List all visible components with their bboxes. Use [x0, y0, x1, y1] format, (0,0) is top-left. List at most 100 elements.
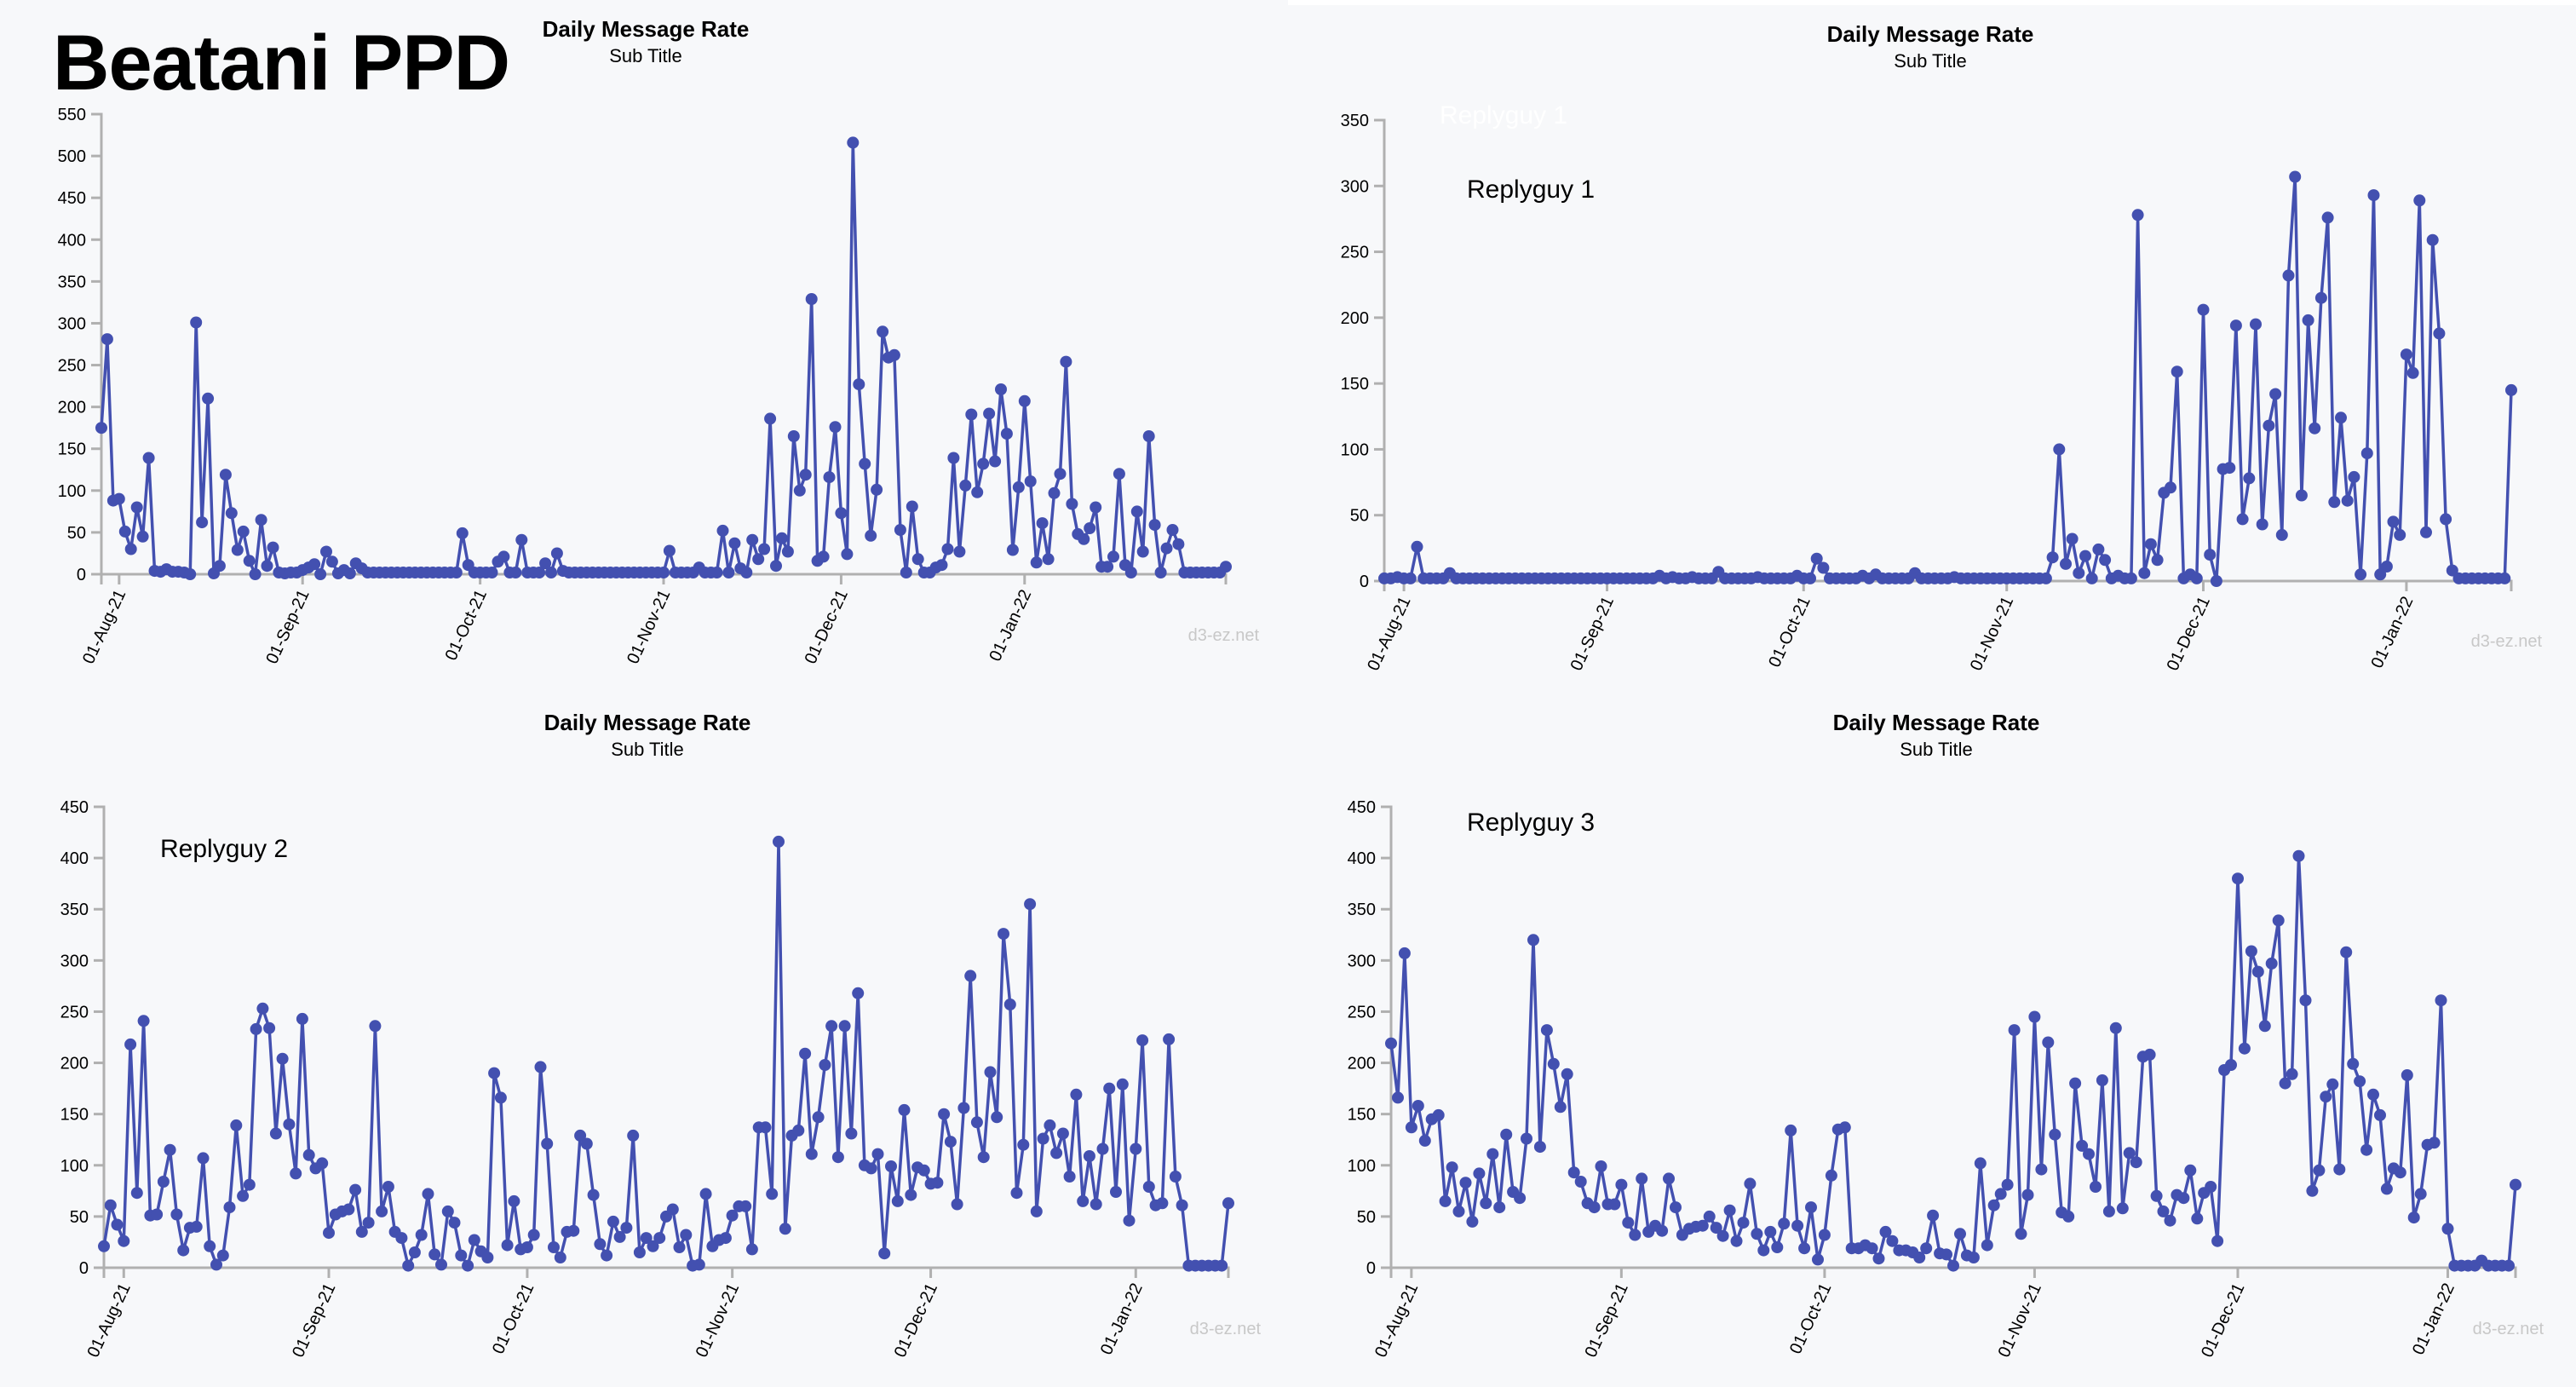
data-point[interactable] — [1514, 1192, 1527, 1205]
data-point[interactable] — [2053, 443, 2066, 456]
data-point[interactable] — [871, 1148, 884, 1160]
data-point[interactable] — [362, 1217, 375, 1229]
data-point[interactable] — [2498, 572, 2511, 584]
data-point[interactable] — [1703, 1210, 1716, 1223]
data-point[interactable] — [494, 1091, 507, 1104]
data-point[interactable] — [1981, 1239, 1993, 1252]
data-point[interactable] — [509, 567, 522, 578]
data-point[interactable] — [308, 558, 321, 571]
data-point[interactable] — [2400, 348, 2412, 361]
data-point[interactable] — [290, 1167, 302, 1180]
data-point[interactable] — [1036, 517, 1049, 530]
data-point[interactable] — [1974, 1157, 1987, 1170]
data-point[interactable] — [1838, 1121, 1851, 1134]
data-point[interactable] — [2510, 1178, 2521, 1191]
data-point[interactable] — [136, 530, 149, 543]
data-point[interactable] — [2150, 1189, 2163, 1202]
data-point[interactable] — [1710, 1222, 1722, 1234]
data-point[interactable] — [1083, 1150, 1095, 1162]
data-point[interactable] — [462, 1259, 474, 1272]
data-point[interactable] — [1412, 1100, 1424, 1112]
data-point[interactable] — [320, 545, 332, 558]
data-point[interactable] — [2060, 557, 2072, 570]
data-point[interactable] — [1554, 1101, 1567, 1114]
data-point[interactable] — [673, 1241, 686, 1253]
data-point[interactable] — [2125, 572, 2137, 584]
data-point[interactable] — [740, 567, 753, 578]
data-point[interactable] — [2263, 419, 2275, 432]
data-point[interactable] — [2387, 515, 2400, 528]
data-point[interactable] — [953, 545, 966, 558]
data-point[interactable] — [2347, 1057, 2360, 1070]
data-point[interactable] — [2236, 513, 2249, 526]
data-point[interactable] — [1466, 1215, 1479, 1228]
data-point[interactable] — [1130, 505, 1143, 518]
data-point[interactable] — [1825, 1169, 1837, 1182]
data-point[interactable] — [1805, 1201, 1817, 1214]
data-point[interactable] — [533, 567, 546, 578]
data-point[interactable] — [1078, 532, 1090, 545]
data-point[interactable] — [1452, 1205, 1465, 1217]
data-point[interactable] — [1216, 1259, 1228, 1272]
data-point[interactable] — [607, 1215, 619, 1228]
data-point[interactable] — [1066, 498, 1078, 510]
data-point[interactable] — [1947, 1259, 1959, 1272]
data-point[interactable] — [2151, 554, 2164, 567]
data-point[interactable] — [853, 378, 865, 391]
data-point[interactable] — [450, 567, 463, 578]
data-point[interactable] — [1018, 394, 1031, 407]
data-point[interactable] — [1404, 572, 1417, 584]
data-point[interactable] — [2289, 170, 2302, 183]
data-point[interactable] — [237, 525, 250, 538]
data-point[interactable] — [422, 1188, 434, 1200]
data-point[interactable] — [1730, 1234, 1743, 1247]
data-point[interactable] — [1084, 522, 1096, 534]
data-point[interactable] — [2015, 1228, 2027, 1240]
data-point[interactable] — [663, 544, 676, 557]
data-point[interactable] — [574, 1129, 587, 1142]
data-point[interactable] — [1012, 481, 1025, 493]
data-point[interactable] — [104, 1199, 117, 1211]
data-point[interactable] — [964, 970, 977, 982]
data-point[interactable] — [539, 557, 552, 570]
data-point[interactable] — [1622, 1217, 1635, 1229]
data-point[interactable] — [1737, 1217, 1750, 1229]
data-point[interactable] — [112, 492, 125, 505]
data-point[interactable] — [2165, 481, 2176, 494]
data-point[interactable] — [831, 1151, 844, 1164]
data-point[interactable] — [693, 1258, 705, 1271]
data-point[interactable] — [2062, 1210, 2075, 1223]
data-point[interactable] — [276, 1052, 289, 1065]
data-point[interactable] — [2190, 572, 2203, 584]
data-point[interactable] — [1486, 1148, 1499, 1160]
data-point[interactable] — [841, 548, 854, 561]
data-point[interactable] — [971, 486, 984, 498]
data-point[interactable] — [2046, 551, 2059, 564]
data-point[interactable] — [2066, 532, 2079, 545]
data-point[interactable] — [1533, 1141, 1546, 1154]
data-point[interactable] — [1480, 1197, 1492, 1210]
data-point[interactable] — [1142, 1181, 1155, 1193]
data-point[interactable] — [983, 407, 996, 420]
data-point[interactable] — [1663, 1172, 1675, 1185]
data-point[interactable] — [1967, 1252, 1980, 1263]
data-point[interactable] — [1500, 1128, 1513, 1141]
data-point[interactable] — [231, 544, 244, 556]
data-point[interactable] — [2116, 1202, 2129, 1215]
data-point[interactable] — [2354, 1075, 2366, 1088]
data-point[interactable] — [1872, 1252, 1885, 1265]
data-point[interactable] — [2138, 567, 2151, 579]
data-point[interactable] — [1941, 1248, 1952, 1261]
data-point[interactable] — [2314, 291, 2327, 304]
data-point[interactable] — [527, 1229, 540, 1241]
data-point[interactable] — [917, 1164, 930, 1177]
data-point[interactable] — [885, 1160, 897, 1172]
data-point[interactable] — [716, 524, 729, 537]
data-point[interactable] — [1723, 1204, 1736, 1217]
data-point[interactable] — [1030, 1205, 1043, 1217]
data-point[interactable] — [2042, 1036, 2055, 1049]
data-point[interactable] — [302, 1148, 315, 1161]
data-point[interactable] — [2441, 1223, 2454, 1235]
data-point[interactable] — [2245, 945, 2257, 958]
data-point[interactable] — [1547, 1057, 1560, 1070]
